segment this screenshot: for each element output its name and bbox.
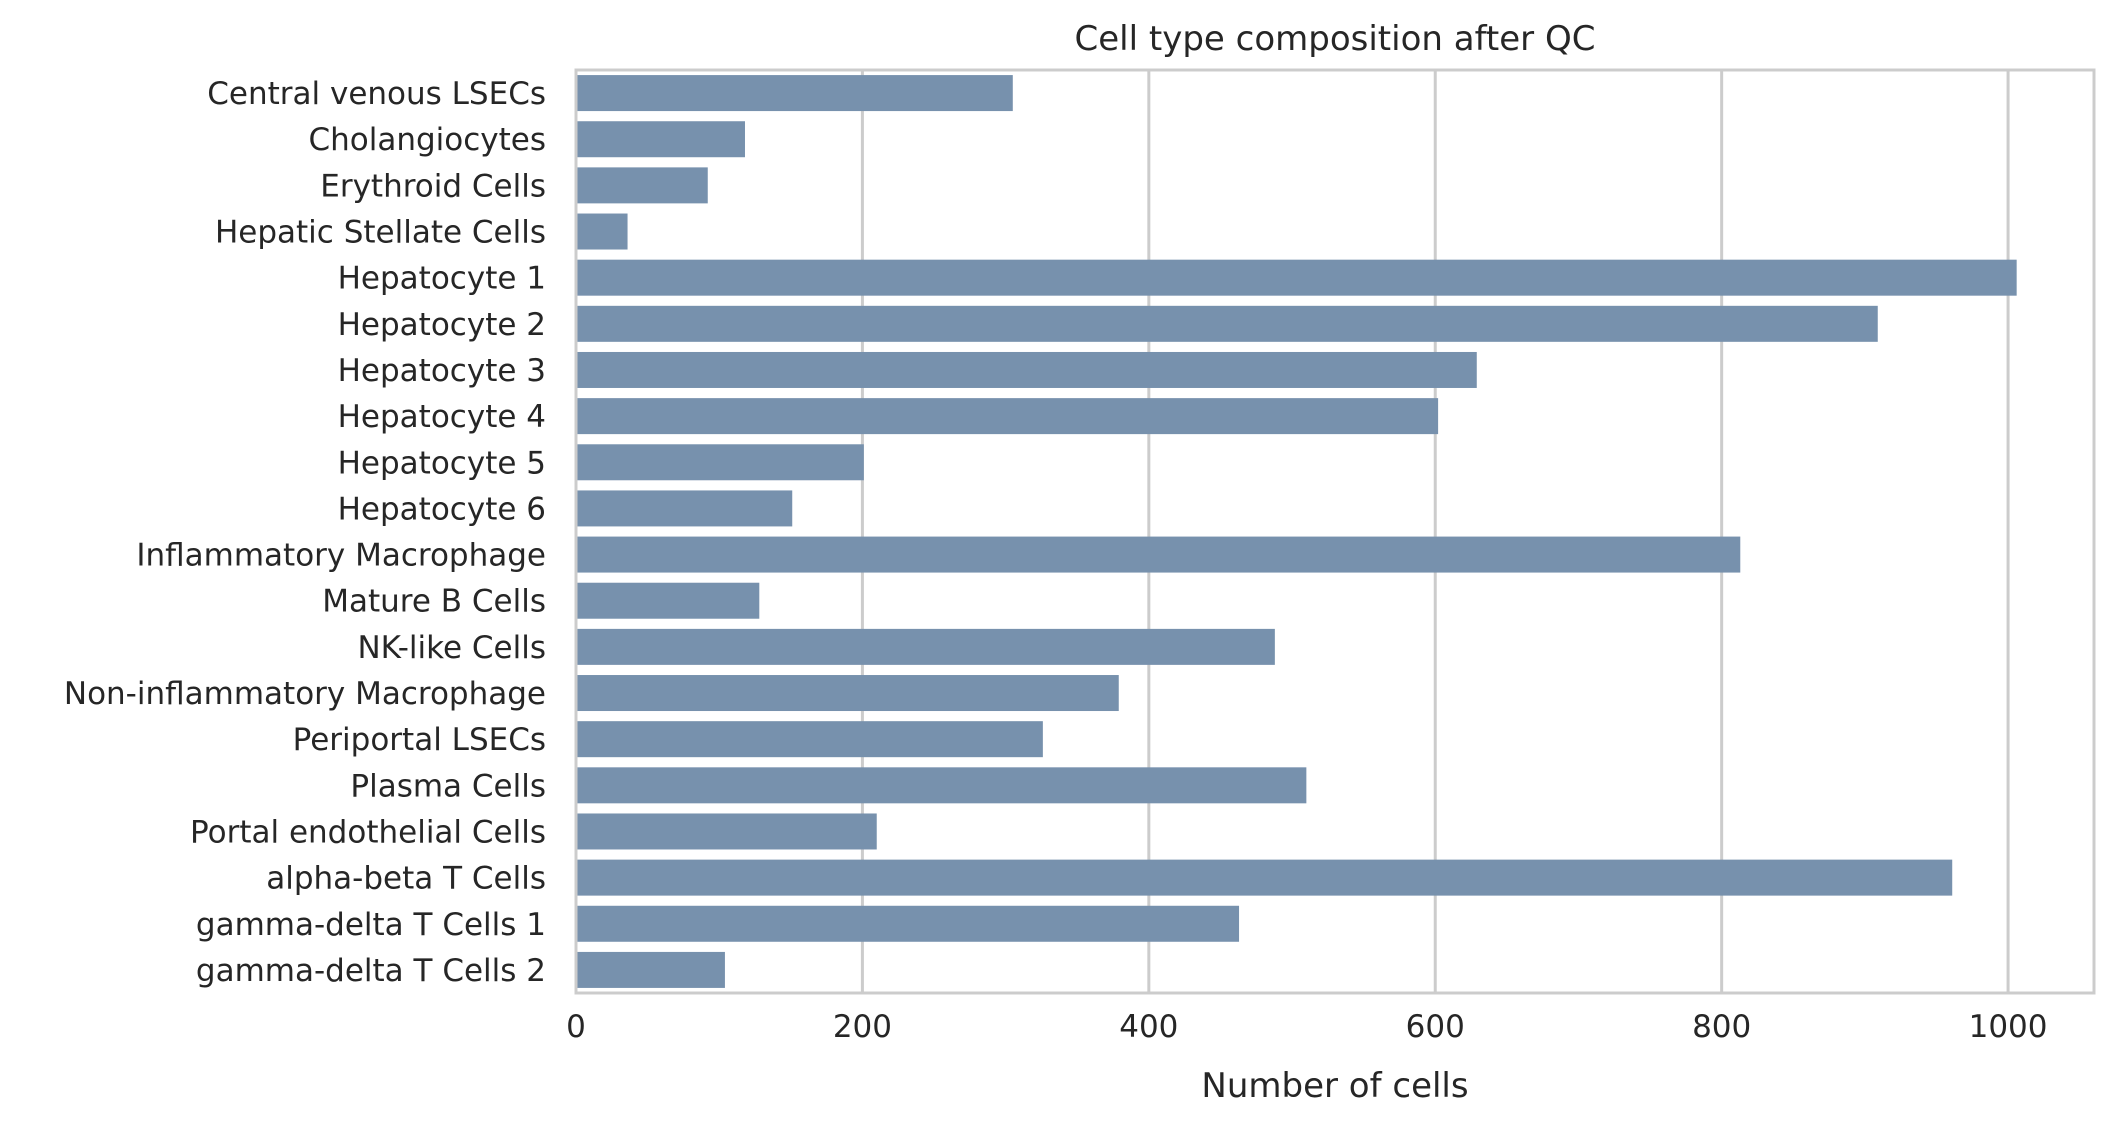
x-tick-label: 600 [1406, 1009, 1465, 1045]
x-tick-labels: 0 200 400 600 800 1000 [566, 1009, 2047, 1045]
y-tick-label: alpha-beta T Cells [266, 861, 546, 897]
bar [576, 721, 1043, 758]
y-tick-label: Hepatocyte 3 [338, 353, 546, 389]
bar [576, 167, 708, 204]
x-axis-label: Number of cells [1201, 1066, 1468, 1106]
bar [576, 813, 877, 850]
x-tick-label: 0 [566, 1009, 586, 1045]
bar [576, 351, 1477, 388]
bar [576, 951, 725, 988]
bar [576, 305, 1878, 342]
bar [576, 398, 1439, 435]
bar [576, 536, 1741, 573]
bar [576, 490, 793, 527]
bar [576, 767, 1307, 804]
y-tick-label: Inflammatory Macrophage [136, 538, 546, 574]
chart-title: Cell type composition after QC [1075, 19, 1596, 59]
y-tick-label: Plasma Cells [350, 768, 546, 804]
y-tick-label: Hepatocyte 5 [338, 445, 546, 481]
y-tick-label: Non-inflammatory Macrophage [64, 676, 546, 712]
bar [576, 628, 1275, 665]
y-tick-labels: Central venous LSECs Cholangiocytes Erythr… [64, 76, 546, 989]
bar-layer [576, 75, 2017, 988]
bar [576, 905, 1240, 942]
y-tick-label: Mature B Cells [322, 584, 546, 620]
y-tick-label: Hepatocyte 1 [338, 261, 546, 297]
x-tick-label: 200 [833, 1009, 892, 1045]
y-tick-label: Portal endothelial Cells [190, 814, 546, 850]
bar [576, 75, 1013, 112]
bar [576, 121, 745, 158]
plot-frame [574, 68, 2096, 995]
x-tick-label: 800 [1692, 1009, 1751, 1045]
y-tick-label: Hepatocyte 4 [338, 399, 546, 435]
y-tick-label: Central venous LSECs [207, 76, 546, 112]
y-tick-label: Periportal LSECs [293, 722, 546, 758]
y-tick-label: gamma-delta T Cells 1 [196, 907, 546, 943]
bar [576, 582, 760, 619]
y-tick-label: gamma-delta T Cells 2 [196, 953, 546, 989]
y-tick-label: Hepatocyte 2 [338, 307, 546, 343]
y-tick-label: Hepatocyte 6 [338, 491, 546, 527]
bar [576, 444, 864, 481]
bar [576, 859, 1953, 896]
grid-layer [574, 70, 2010, 993]
y-tick-label: Cholangiocytes [308, 122, 546, 158]
bar [576, 213, 628, 250]
y-tick-label: NK-like Cells [357, 630, 546, 666]
y-tick-label: Erythroid Cells [320, 168, 546, 204]
y-tick-label: Hepatic Stellate Cells [215, 215, 546, 251]
bar [576, 675, 1119, 712]
bar [576, 259, 2017, 296]
x-tick-label: 400 [1119, 1009, 1178, 1045]
x-tick-label: 1000 [1969, 1009, 2048, 1045]
